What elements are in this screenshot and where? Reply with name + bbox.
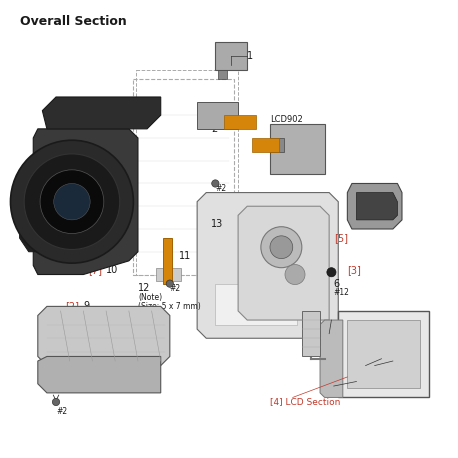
Circle shape: [285, 265, 305, 284]
Text: #215: #215: [375, 365, 395, 375]
Polygon shape: [20, 161, 38, 252]
Text: #2: #2: [170, 284, 181, 293]
Polygon shape: [42, 97, 161, 129]
Text: LCD902: LCD902: [270, 115, 303, 124]
Circle shape: [327, 267, 336, 277]
Circle shape: [40, 170, 104, 234]
Text: (4)-2: (4)-2: [398, 311, 421, 321]
Text: (Note): (Note): [138, 293, 162, 302]
Polygon shape: [33, 129, 138, 274]
Text: #2: #2: [215, 184, 226, 192]
Text: #2: #2: [56, 407, 67, 415]
Polygon shape: [356, 192, 398, 220]
Text: 7(4)-3: 7(4)-3: [311, 325, 337, 333]
Polygon shape: [302, 311, 320, 356]
Text: 3: 3: [284, 147, 290, 157]
Text: [7]: [7]: [88, 265, 102, 275]
Text: [3]: [3]: [347, 265, 361, 275]
Polygon shape: [270, 124, 325, 174]
Polygon shape: [215, 284, 297, 325]
Text: 11: 11: [179, 251, 191, 262]
Text: [4] LCD Section: [4] LCD Section: [270, 398, 340, 407]
Circle shape: [166, 280, 174, 287]
Polygon shape: [252, 138, 279, 152]
Text: 4: 4: [361, 201, 367, 211]
Polygon shape: [270, 138, 284, 152]
Circle shape: [261, 227, 302, 267]
Polygon shape: [238, 206, 329, 320]
Text: #215: #215: [329, 384, 350, 393]
Text: 1: 1: [247, 51, 253, 61]
Circle shape: [52, 398, 60, 406]
Text: 9: 9: [83, 301, 89, 311]
Polygon shape: [320, 320, 343, 398]
Text: 2: 2: [211, 124, 217, 134]
Polygon shape: [163, 238, 172, 284]
Polygon shape: [347, 320, 420, 388]
Polygon shape: [197, 102, 238, 129]
Text: 6: 6: [334, 278, 340, 289]
Polygon shape: [215, 42, 247, 70]
Text: 10: 10: [106, 265, 118, 275]
Text: #2: #2: [297, 293, 308, 302]
Polygon shape: [197, 192, 338, 338]
Circle shape: [11, 140, 133, 263]
Circle shape: [54, 184, 90, 220]
Text: [2]: [2]: [65, 301, 79, 311]
Text: [6]: [6]: [311, 147, 325, 157]
Text: 12: 12: [138, 283, 150, 293]
Text: 5: 5: [320, 242, 326, 252]
Polygon shape: [218, 70, 227, 79]
Polygon shape: [156, 267, 181, 281]
Text: [5]: [5]: [334, 233, 348, 243]
Polygon shape: [347, 184, 402, 229]
Polygon shape: [224, 115, 256, 129]
Circle shape: [212, 180, 219, 187]
Text: (Size: 5 x 7 mm): (Size: 5 x 7 mm): [138, 302, 201, 311]
Circle shape: [24, 154, 120, 250]
Polygon shape: [338, 311, 429, 398]
Text: Overall Section: Overall Section: [20, 15, 126, 28]
Text: #12: #12: [334, 288, 349, 297]
Polygon shape: [38, 306, 170, 365]
Text: [1]: [1]: [375, 188, 388, 197]
Circle shape: [270, 236, 293, 259]
Text: 8: 8: [393, 324, 399, 334]
Text: 13: 13: [211, 219, 223, 229]
Polygon shape: [38, 356, 161, 393]
